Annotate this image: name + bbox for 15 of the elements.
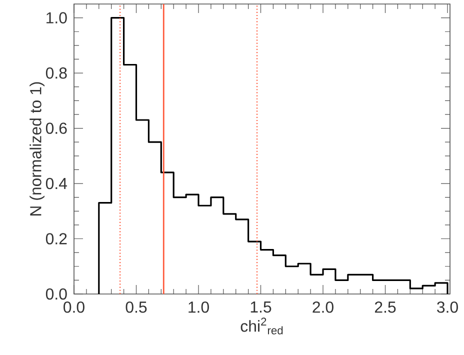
x-axis-title: chi$^{2}$red (240, 318, 283, 334)
x-tick-label: 1.5 (250, 302, 272, 313)
y-axis-title: N (normalized to 1) (30, 82, 44, 216)
x-tick-label: 0.0 (64, 302, 84, 313)
y-tick-label: 1.0 (46, 12, 67, 24)
x-tick-label: 2.5 (374, 302, 396, 313)
y-tick-label: 0.6 (46, 122, 67, 134)
y-tick-label: 0.4 (46, 178, 68, 190)
y-tick-label: 0.2 (46, 233, 67, 244)
y-tick-label: 0.0 (46, 288, 67, 300)
x-tick-label: 3.0 (437, 302, 458, 313)
x-tick-label: 0.5 (126, 302, 147, 313)
x-tick-label: 1.0 (188, 302, 209, 313)
x-tick-label: 2.0 (312, 302, 334, 313)
y-tick-label: 0.8 (46, 67, 67, 79)
